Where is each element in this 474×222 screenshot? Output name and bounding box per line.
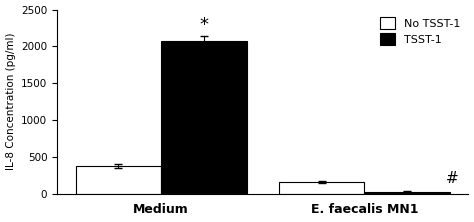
Bar (161, 41, 246, 194)
Bar (76, 166, 161, 194)
Text: *: * (200, 16, 209, 34)
Text: #: # (446, 171, 458, 186)
Bar (365, 192, 450, 194)
Bar (279, 182, 365, 194)
Legend: No TSST-1, TSST-1: No TSST-1, TSST-1 (378, 15, 463, 47)
Y-axis label: IL-8 Concentration (pg/ml): IL-8 Concentration (pg/ml) (6, 33, 16, 170)
